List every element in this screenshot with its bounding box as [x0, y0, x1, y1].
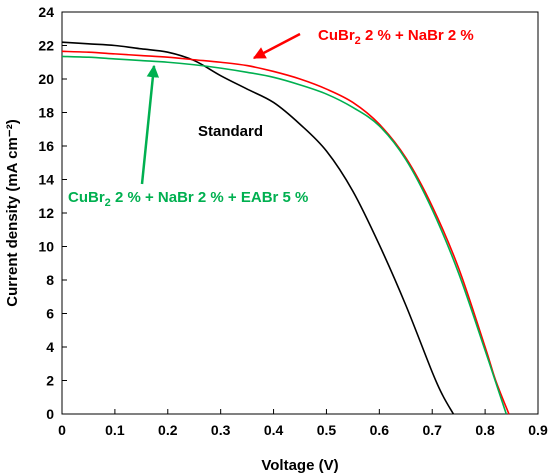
- y-tick-label: 16: [38, 138, 54, 154]
- y-tick-label: 22: [38, 38, 54, 54]
- series-line-1: [61, 50, 510, 415]
- x-tick-label: 0.4: [264, 422, 284, 438]
- arrow-red: [252, 32, 301, 60]
- annotation-standard: Standard: [198, 123, 263, 140]
- x-tick-label: 0.6: [370, 422, 390, 438]
- y-tick-label: 20: [38, 71, 54, 87]
- x-tick-label: 0.2: [158, 422, 178, 438]
- x-tick-label: 0: [58, 422, 66, 438]
- y-axis-title: Current density (mA cm⁻²): [4, 119, 21, 306]
- y-tick-label: 24: [38, 4, 54, 20]
- y-tick-label: 14: [38, 172, 54, 188]
- annotation-red: CuBr2 2 % + NaBr 2 %: [318, 27, 474, 47]
- y-tick-label: 6: [46, 306, 54, 322]
- y-tick-label: 2: [46, 373, 54, 389]
- x-axis-ticks: 0 0.1 0.2 0.3 0.4 0.5 0.6 0.7 0.8 0.9: [58, 409, 548, 438]
- series-layer: [61, 41, 510, 415]
- annotation-green: CuBr2 2 % + NaBr 2 % + EABr 5 %: [68, 189, 308, 209]
- x-tick-label: 0.1: [105, 422, 125, 438]
- x-tick-label: 0.3: [211, 422, 231, 438]
- x-tick-label: 0.5: [317, 422, 337, 438]
- y-tick-label: 4: [46, 339, 54, 355]
- x-tick-label: 0.8: [475, 422, 495, 438]
- y-tick-label: 10: [38, 239, 54, 255]
- series-line-2: [61, 55, 508, 415]
- x-tick-label: 0.9: [528, 422, 548, 438]
- y-tick-label: 18: [38, 105, 54, 121]
- plot-frame: [61, 11, 539, 415]
- series-line-0: [61, 41, 455, 415]
- x-axis-title: Voltage (V): [261, 457, 338, 474]
- y-tick-label: 8: [46, 272, 54, 288]
- y-tick-label: 0: [46, 406, 54, 422]
- y-tick-label: 12: [38, 205, 54, 221]
- arrow-green: [140, 64, 160, 185]
- x-tick-label: 0.7: [422, 422, 442, 438]
